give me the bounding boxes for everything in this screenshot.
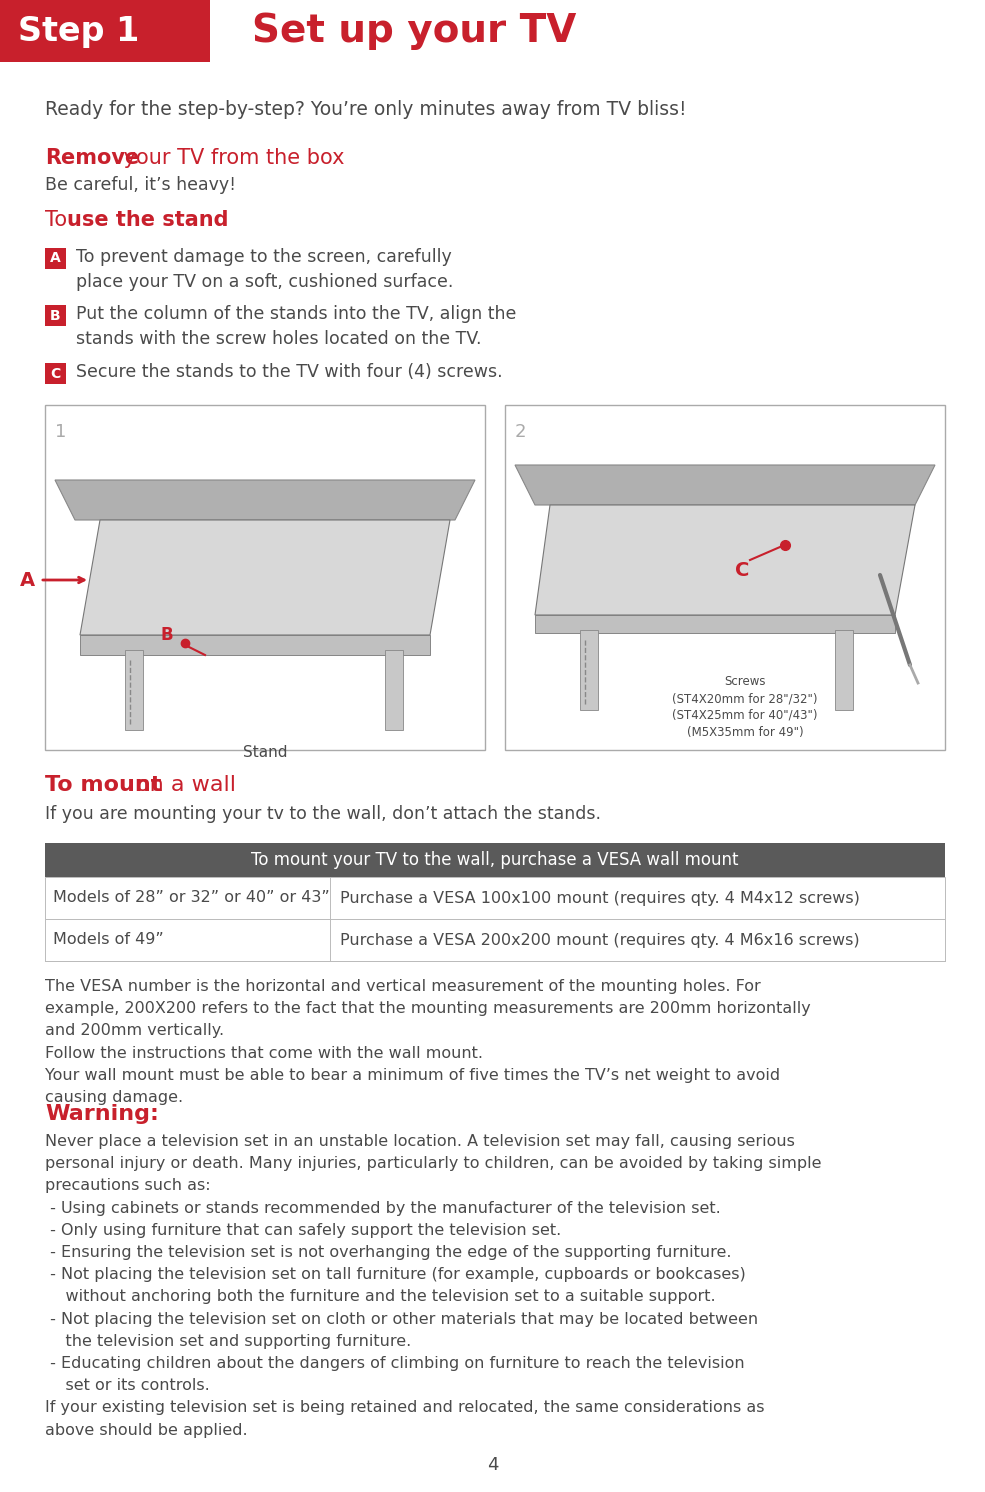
Text: Secure the stands to the TV with four (4) screws.: Secure the stands to the TV with four (4…: [76, 363, 502, 380]
Polygon shape: [835, 630, 853, 710]
Polygon shape: [385, 651, 403, 730]
Text: A: A: [50, 252, 61, 266]
Text: If you are mounting your tv to the wall, don’t attach the stands.: If you are mounting your tv to the wall,…: [45, 806, 601, 824]
Text: Models of 49”: Models of 49”: [53, 932, 164, 947]
Text: Warning:: Warning:: [45, 1104, 159, 1123]
Text: Models of 28” or 32” or 40” or 43”: Models of 28” or 32” or 40” or 43”: [53, 891, 330, 906]
FancyBboxPatch shape: [45, 404, 485, 750]
Text: Purchase a VESA 100x100 mount (requires qty. 4 M4x12 screws): Purchase a VESA 100x100 mount (requires …: [340, 891, 860, 906]
Text: Ready for the step-by-step? You’re only minutes away from TV bliss!: Ready for the step-by-step? You’re only …: [45, 100, 687, 119]
Polygon shape: [80, 521, 450, 636]
FancyBboxPatch shape: [45, 843, 945, 877]
Polygon shape: [535, 615, 895, 633]
Text: Never place a television set in an unstable location. A television set may fall,: Never place a television set in an unsta…: [45, 1134, 821, 1438]
FancyBboxPatch shape: [45, 363, 66, 383]
FancyBboxPatch shape: [45, 919, 945, 961]
Text: Remove: Remove: [45, 148, 139, 169]
Polygon shape: [125, 651, 143, 730]
Polygon shape: [515, 466, 935, 504]
Text: A: A: [20, 570, 34, 589]
FancyBboxPatch shape: [505, 404, 945, 750]
Text: B: B: [160, 627, 172, 645]
FancyBboxPatch shape: [45, 248, 66, 269]
Polygon shape: [580, 630, 598, 710]
Text: B: B: [50, 309, 61, 322]
Text: Put the column of the stands into the TV, align the
stands with the screw holes : Put the column of the stands into the TV…: [76, 304, 516, 348]
Text: on a wall: on a wall: [136, 774, 236, 795]
Text: 2: 2: [515, 424, 527, 442]
Text: Step 1: Step 1: [18, 15, 139, 48]
Text: 1: 1: [55, 424, 66, 442]
Text: use the stand: use the stand: [67, 210, 229, 230]
Text: Stand: Stand: [242, 745, 288, 759]
Polygon shape: [80, 636, 430, 655]
Text: To prevent damage to the screen, carefully
place your TV on a soft, cushioned su: To prevent damage to the screen, careful…: [76, 248, 453, 291]
Polygon shape: [535, 504, 915, 615]
Text: Screws
(ST4X20mm for 28"/32")
(ST4X25mm for 40"/43")
(M5X35mm for 49"): Screws (ST4X20mm for 28"/32") (ST4X25mm …: [672, 674, 818, 739]
Text: The VESA number is the horizontal and vertical measurement of the mounting holes: The VESA number is the horizontal and ve…: [45, 979, 811, 1106]
Polygon shape: [55, 480, 475, 521]
FancyBboxPatch shape: [45, 304, 66, 325]
FancyBboxPatch shape: [45, 877, 945, 919]
Text: C: C: [735, 561, 750, 579]
Text: C: C: [50, 367, 61, 380]
Text: Purchase a VESA 200x200 mount (requires qty. 4 M6x16 screws): Purchase a VESA 200x200 mount (requires …: [340, 932, 860, 947]
Text: 4: 4: [487, 1456, 498, 1474]
Text: To mount your TV to the wall, purchase a VESA wall mount: To mount your TV to the wall, purchase a…: [251, 850, 739, 868]
Text: Be careful, it’s heavy!: Be careful, it’s heavy!: [45, 176, 236, 194]
FancyBboxPatch shape: [0, 0, 210, 63]
Text: To: To: [45, 210, 74, 230]
Text: your TV from the box: your TV from the box: [117, 148, 345, 169]
Text: To mount: To mount: [45, 774, 162, 795]
Text: Set up your TV: Set up your TV: [225, 12, 576, 51]
